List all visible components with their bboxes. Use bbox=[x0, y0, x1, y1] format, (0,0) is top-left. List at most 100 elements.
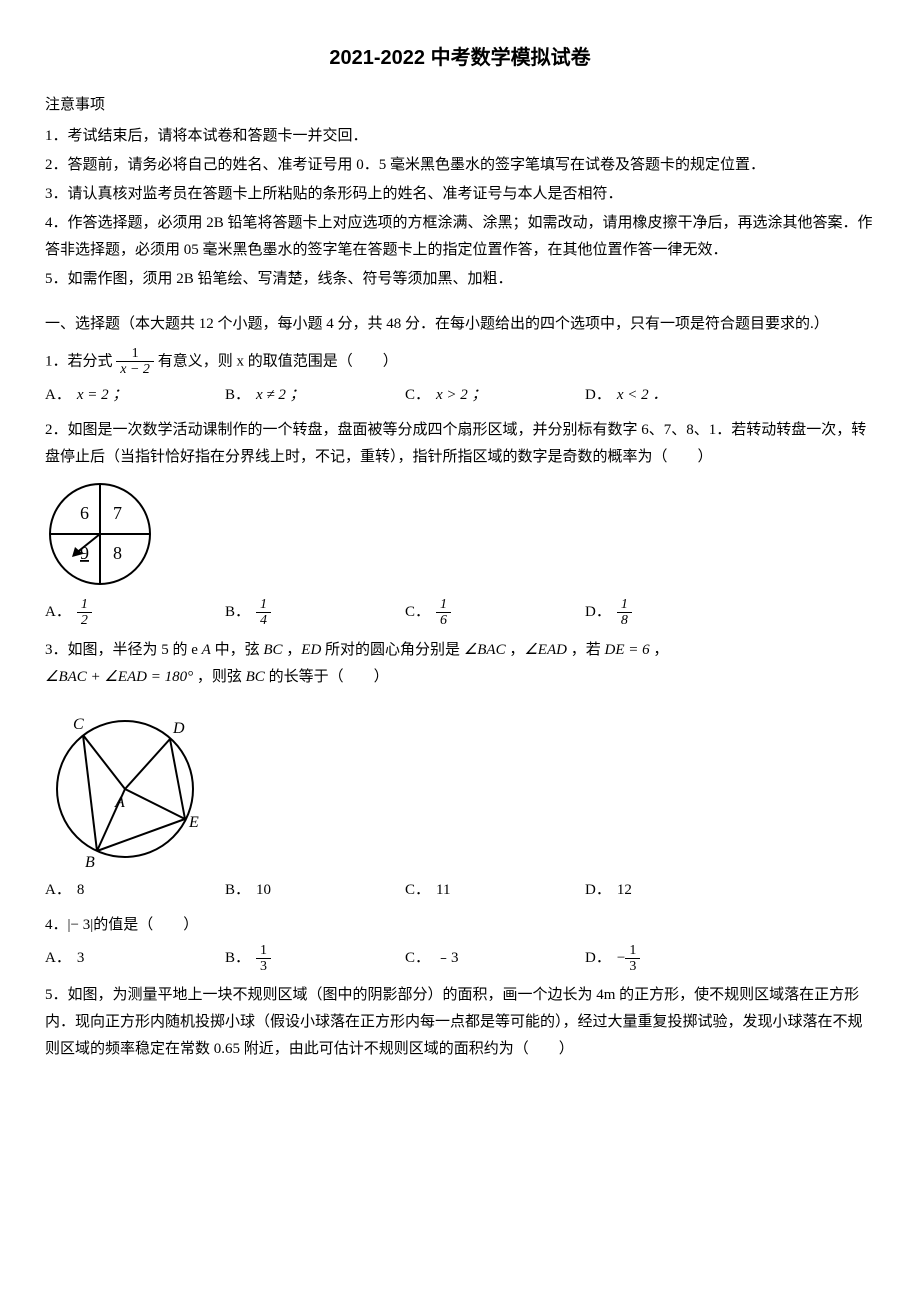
section1-header: 一、选择题（本大题共 12 个小题，每小题 4 分，共 48 分．在每小题给出的… bbox=[45, 311, 875, 338]
q2-option-d: D． 18 bbox=[585, 597, 765, 629]
instruction-item: 4．作答选择题，必须用 2B 铅笔将答题卡上对应选项的方框涂满、涂黑；如需改动，… bbox=[45, 210, 875, 264]
question-4: 4．|− 3|的值是（ ） bbox=[45, 912, 875, 939]
option-text: x ≠ 2 ； bbox=[256, 382, 305, 409]
q2-options: A． 12 B． 14 C． 16 D． 18 bbox=[45, 597, 875, 629]
option-fraction: 12 bbox=[77, 597, 92, 629]
option-label: C． bbox=[405, 877, 430, 904]
q3-var: BC bbox=[246, 669, 265, 685]
option-label: B． bbox=[225, 945, 250, 972]
option-text: x < 2 ． bbox=[617, 382, 668, 409]
q3-var: BC bbox=[263, 642, 282, 658]
q3-var: ∠BAC bbox=[464, 642, 506, 658]
spinner-icon: 6 7 9 8 bbox=[45, 479, 155, 589]
q3-seg: ，若 bbox=[567, 642, 605, 658]
q2-option-b: B． 14 bbox=[225, 597, 405, 629]
q1-option-c: C． x > 2 ； bbox=[405, 382, 585, 409]
question-1: 1．若分式 1 x − 2 有意义，则 x 的取值范围是（ ） bbox=[45, 346, 875, 378]
svg-text:A: A bbox=[114, 794, 125, 811]
q1-option-d: D． x < 2 ． bbox=[585, 382, 765, 409]
page-title: 2021-2022 中考数学模拟试卷 bbox=[45, 40, 875, 76]
q4-option-a: A． 3 bbox=[45, 943, 225, 975]
option-label: C． bbox=[405, 945, 430, 972]
q1-fraction: 1 x − 2 bbox=[116, 346, 154, 378]
option-label: D． bbox=[585, 945, 611, 972]
option-fraction: 13 bbox=[625, 943, 640, 975]
q3-option-b: B． 10 bbox=[225, 877, 405, 904]
q1-frac-den: x − 2 bbox=[116, 362, 154, 377]
q1-options: A． x = 2 ； B． x ≠ 2 ； C． x > 2 ； D． x < … bbox=[45, 382, 875, 409]
option-fraction: 18 bbox=[617, 597, 632, 629]
instructions-block: 1．考试结束后，请将本试卷和答题卡一并交回． 2．答题前，请务必将自己的姓名、准… bbox=[45, 123, 875, 293]
option-fraction: 13 bbox=[256, 943, 271, 975]
question-2: 2．如图是一次数学活动课制作的一个转盘，盘面被等分成四个扇形区域，并分别标有数字… bbox=[45, 417, 875, 471]
instruction-item: 5．如需作图，须用 2B 铅笔绘、写清楚，线条、符号等须加黑、加粗． bbox=[45, 266, 875, 293]
q3-seg: ， bbox=[650, 642, 669, 658]
option-label: B． bbox=[225, 382, 250, 409]
q3-var: DE = 6 bbox=[604, 642, 649, 658]
q3-var: ∠EAD bbox=[524, 642, 567, 658]
option-text: 11 bbox=[436, 877, 450, 904]
option-text: x > 2 ； bbox=[436, 382, 487, 409]
q3-var: A bbox=[202, 642, 211, 658]
option-fraction: 14 bbox=[256, 597, 271, 629]
option-label: B． bbox=[225, 877, 250, 904]
option-text: 8 bbox=[77, 877, 85, 904]
instruction-item: 1．考试结束后，请将本试卷和答题卡一并交回． bbox=[45, 123, 875, 150]
q3-option-d: D． 12 bbox=[585, 877, 765, 904]
option-label: C． bbox=[405, 599, 430, 626]
q1-option-b: B． x ≠ 2 ； bbox=[225, 382, 405, 409]
q3-options: A． 8 B． 10 C． 11 D． 12 bbox=[45, 877, 875, 904]
option-fraction: 16 bbox=[436, 597, 451, 629]
option-text: ﹣3 bbox=[436, 945, 459, 972]
question-5: 5．如图，为测量平地上一块不规则区域（图中的阴影部分）的面积，画一个边长为 4m… bbox=[45, 982, 875, 1063]
svg-text:D: D bbox=[172, 720, 185, 737]
option-label: D． bbox=[585, 877, 611, 904]
q3-seg: ，则弦 bbox=[193, 669, 246, 685]
q3-seg: 3．如图，半径为 5 的 e bbox=[45, 642, 202, 658]
svg-text:E: E bbox=[188, 814, 199, 831]
svg-text:C: C bbox=[73, 716, 84, 733]
q4-options: A． 3 B． 13 C． ﹣3 D． − 13 bbox=[45, 943, 875, 975]
option-text: x = 2 ； bbox=[77, 382, 128, 409]
option-label: D． bbox=[585, 599, 611, 626]
option-label: C． bbox=[405, 382, 430, 409]
q3-seg: 的长等于（ ） bbox=[265, 669, 389, 685]
q2-option-a: A． 12 bbox=[45, 597, 225, 629]
q3-seg: ， bbox=[283, 642, 302, 658]
question-3: 3．如图，半径为 5 的 e A 中，弦 BC ，ED 所对的圆心角分别是 ∠B… bbox=[45, 637, 875, 691]
option-text: 12 bbox=[617, 877, 632, 904]
q1-stem-prefix: 1．若分式 bbox=[45, 353, 113, 369]
q4-option-c: C． ﹣3 bbox=[405, 943, 585, 975]
q3-seg: 所对的圆心角分别是 bbox=[321, 642, 464, 658]
svg-text:B: B bbox=[85, 854, 95, 869]
notice-header: 注意事项 bbox=[45, 92, 875, 119]
svg-text:8: 8 bbox=[113, 543, 122, 563]
option-label: B． bbox=[225, 599, 250, 626]
svg-text:6: 6 bbox=[80, 503, 89, 523]
q4-option-d: D． − 13 bbox=[585, 943, 765, 975]
q3-var: ED bbox=[301, 642, 321, 658]
option-label: A． bbox=[45, 382, 71, 409]
option-text: 3 bbox=[77, 945, 85, 972]
q3-option-a: A． 8 bbox=[45, 877, 225, 904]
q3-circle-figure: C D A E B bbox=[45, 699, 875, 869]
option-label: A． bbox=[45, 877, 71, 904]
q3-seg: ， bbox=[506, 642, 525, 658]
q2-spinner-figure: 6 7 9 8 bbox=[45, 479, 875, 589]
q2-option-c: C． 16 bbox=[405, 597, 585, 629]
q1-option-a: A． x = 2 ； bbox=[45, 382, 225, 409]
q1-frac-num: 1 bbox=[116, 346, 154, 362]
option-label: A． bbox=[45, 599, 71, 626]
option-label: D． bbox=[585, 382, 611, 409]
option-label: A． bbox=[45, 945, 71, 972]
instruction-item: 2．答题前，请务必将自己的姓名、准考证号用 0．5 毫米黑色墨水的签字笔填写在试… bbox=[45, 152, 875, 179]
svg-text:7: 7 bbox=[113, 503, 122, 523]
option-text: 10 bbox=[256, 877, 271, 904]
q4-option-b: B． 13 bbox=[225, 943, 405, 975]
q1-stem-suffix: 有意义，则 x 的取值范围是（ ） bbox=[158, 353, 398, 369]
q3-seg: 中，弦 bbox=[211, 642, 264, 658]
circle-diagram-icon: C D A E B bbox=[45, 699, 205, 869]
option-prefix: − bbox=[617, 945, 625, 972]
q3-option-c: C． 11 bbox=[405, 877, 585, 904]
q3-var: ∠BAC + ∠EAD = 180° bbox=[45, 669, 193, 685]
